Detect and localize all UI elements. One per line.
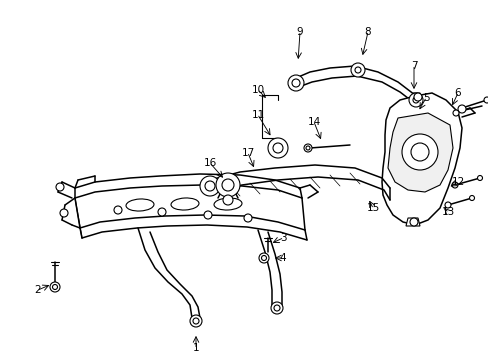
Circle shape (476, 176, 482, 180)
Circle shape (401, 134, 437, 170)
Text: 14: 14 (307, 117, 320, 127)
Text: 2: 2 (35, 285, 41, 295)
Text: 12: 12 (450, 177, 464, 187)
Circle shape (261, 256, 266, 261)
Circle shape (50, 282, 60, 292)
Circle shape (114, 206, 122, 214)
Circle shape (305, 146, 309, 150)
Circle shape (204, 181, 215, 191)
Circle shape (287, 75, 304, 91)
Ellipse shape (214, 198, 242, 210)
Circle shape (222, 179, 234, 191)
Circle shape (200, 176, 220, 196)
Circle shape (267, 138, 287, 158)
Text: 8: 8 (364, 27, 370, 37)
Circle shape (350, 63, 364, 77)
Circle shape (457, 105, 465, 113)
Circle shape (304, 144, 311, 152)
Text: 7: 7 (410, 61, 416, 71)
Text: 1: 1 (192, 343, 199, 353)
Circle shape (216, 173, 240, 197)
Circle shape (273, 305, 280, 311)
Polygon shape (405, 218, 419, 226)
Circle shape (444, 202, 450, 208)
Circle shape (452, 110, 458, 116)
Circle shape (291, 79, 299, 87)
Text: 17: 17 (241, 148, 254, 158)
Circle shape (354, 67, 360, 73)
Circle shape (408, 93, 422, 107)
Text: 15: 15 (366, 203, 379, 213)
Circle shape (272, 143, 283, 153)
Polygon shape (412, 93, 421, 100)
Circle shape (190, 315, 202, 327)
Text: 9: 9 (296, 27, 303, 37)
Text: 10: 10 (251, 85, 264, 95)
Text: 5: 5 (422, 93, 428, 103)
Circle shape (193, 318, 199, 324)
Text: 11: 11 (251, 110, 264, 120)
Text: 16: 16 (203, 158, 216, 168)
Polygon shape (381, 93, 461, 225)
Polygon shape (387, 113, 452, 192)
Text: 4: 4 (279, 253, 286, 263)
Circle shape (451, 182, 457, 188)
Ellipse shape (171, 198, 199, 210)
Circle shape (412, 97, 418, 103)
Circle shape (158, 208, 165, 216)
Circle shape (203, 211, 212, 219)
Text: 6: 6 (454, 88, 460, 98)
Text: 13: 13 (441, 207, 454, 217)
Circle shape (223, 195, 232, 205)
Circle shape (244, 214, 251, 222)
Circle shape (483, 97, 488, 103)
Circle shape (270, 302, 283, 314)
Circle shape (259, 253, 268, 263)
Circle shape (468, 195, 473, 201)
Circle shape (413, 93, 421, 101)
Ellipse shape (126, 199, 154, 211)
Circle shape (409, 218, 417, 226)
Circle shape (60, 209, 68, 217)
Circle shape (410, 143, 428, 161)
Text: 3: 3 (279, 233, 286, 243)
Circle shape (52, 284, 58, 289)
Circle shape (56, 183, 64, 191)
